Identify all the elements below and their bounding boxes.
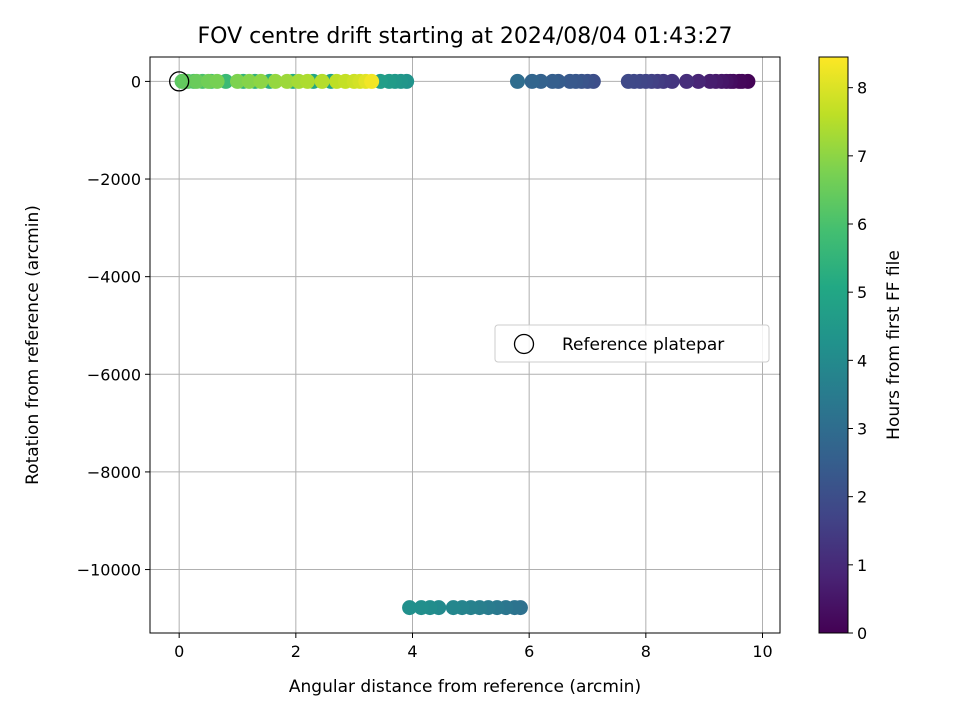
scatter-point [524, 73, 540, 89]
x-tick-label: 10 [752, 642, 772, 661]
scatter-point [267, 73, 283, 89]
chart-title: FOV centre drift starting at 2024/08/04 … [198, 24, 733, 49]
scatter-point [189, 73, 205, 89]
scatter-point [209, 73, 225, 89]
y-tick-label: −2000 [87, 170, 141, 189]
colorbar-tick-label: 4 [857, 351, 867, 370]
colorbar-tick-label: 3 [857, 420, 867, 439]
scatter-point [702, 73, 718, 89]
data-points [174, 73, 756, 616]
x-tick-label: 0 [174, 642, 184, 661]
colorbar-tick-label: 7 [857, 147, 867, 166]
legend-label-reference: Reference platepar [562, 335, 724, 355]
scatter-point [279, 73, 295, 89]
colorbar: 0 1 2 3 4 5 6 7 8 Hours from first FF file [818, 56, 904, 643]
scatter-point [562, 73, 578, 89]
plot-area-frame [149, 56, 781, 634]
x-axis-label: Angular distance from reference (arcmin) [289, 677, 641, 697]
scatter-point [314, 73, 330, 89]
scatter-point [445, 600, 461, 616]
y-tick-label: −8000 [87, 463, 141, 482]
colorbar-ticks: 0 1 2 3 4 5 6 7 8 [848, 79, 867, 643]
colorbar-tick-label: 0 [857, 624, 867, 643]
x-tick-label: 2 [291, 642, 301, 661]
scatter-point [230, 73, 245, 89]
colorbar-tick-label: 2 [857, 488, 867, 507]
colorbar-tick-label: 5 [857, 283, 867, 302]
x-tick-label: 8 [641, 642, 651, 661]
colorbar-tick-label: 8 [857, 79, 867, 98]
y-tick-label: −6000 [87, 365, 141, 384]
y-axis-ticks: 0 −2000 −4000 −6000 −8000 −10000 [77, 72, 150, 580]
x-tick-label: 4 [407, 642, 417, 661]
colorbar-label: Hours from first FF file [884, 250, 904, 440]
y-tick-label: −10000 [77, 561, 141, 580]
colorbar-tick-label: 1 [857, 556, 867, 575]
y-axis-label: Rotation from reference (arcmin) [23, 205, 43, 485]
x-tick-label: 6 [524, 642, 534, 661]
scatter-point [241, 73, 257, 89]
scatter-point [364, 73, 380, 89]
scatter-point [177, 73, 193, 89]
scatter-point [679, 73, 695, 89]
y-tick-label: −4000 [87, 268, 141, 287]
scatter-point [510, 73, 525, 89]
reference-marker [169, 71, 190, 92]
colorbar-tick-label: 6 [857, 215, 867, 234]
colorbar-gradient [819, 57, 848, 633]
legend-box [494, 324, 770, 363]
x-axis-ticks: 0 2 4 6 8 10 [174, 633, 773, 661]
colorbar-frame [818, 56, 849, 634]
y-tick-label: 0 [131, 72, 141, 91]
legend-marker [513, 333, 535, 355]
scatter-point [253, 73, 269, 89]
scatter-point [545, 73, 560, 89]
scatter-point [620, 73, 636, 89]
scatter-point [300, 73, 315, 89]
scatter-point [690, 73, 706, 89]
scatter-point [413, 600, 429, 616]
legend: Reference platepar [494, 324, 770, 363]
scatter-point [402, 600, 418, 616]
reference-platepar-marker [169, 71, 190, 92]
